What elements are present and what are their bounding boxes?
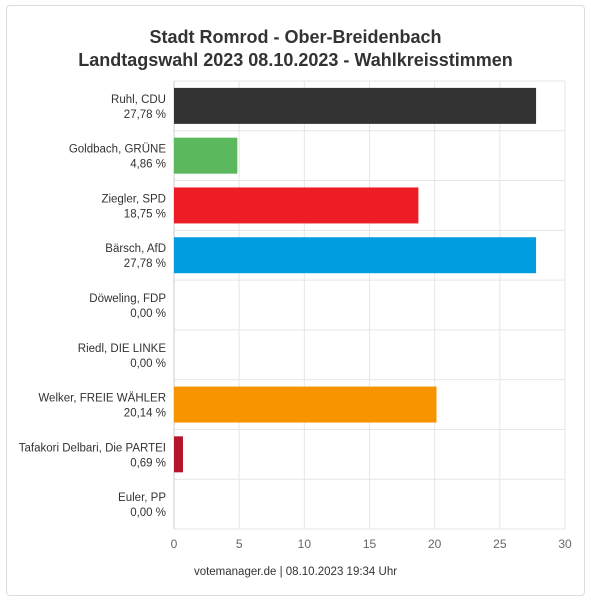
x-tick-label: 10 xyxy=(298,537,312,551)
value-label: 27,78 % xyxy=(124,258,166,270)
category-label: Döweling, FDP xyxy=(89,293,166,305)
chart-subtitle: Landtagswahl 2023 08.10.2023 - Wahlkreis… xyxy=(78,50,513,70)
x-tick-label: 20 xyxy=(428,537,442,551)
category-label: Bärsch, AfD xyxy=(105,243,166,255)
category-label: Riedl, DIE LINKE xyxy=(78,343,167,355)
category-label: Welker, FREIE WÄHLER xyxy=(38,393,166,405)
x-tick-label: 30 xyxy=(558,537,572,551)
value-label: 0,00 % xyxy=(130,308,166,320)
x-tick-label: 25 xyxy=(493,537,507,551)
bar xyxy=(174,187,419,224)
chart-footer: votemanager.de | 08.10.2023 19:34 Uhr xyxy=(193,566,398,578)
category-label: Ziegler, SPD xyxy=(101,193,166,205)
value-label: 0,00 % xyxy=(130,507,166,519)
category-label: Goldbach, GRÜNE xyxy=(69,144,166,156)
category-label: Ruhl, CDU xyxy=(111,94,166,106)
value-label: 18,75 % xyxy=(124,208,166,220)
category-label: Euler, PP xyxy=(118,492,166,504)
bar xyxy=(174,386,437,423)
bar xyxy=(174,87,537,124)
value-label: 0,69 % xyxy=(130,457,166,469)
x-tick-label: 5 xyxy=(236,537,243,551)
value-label: 27,78 % xyxy=(124,109,166,121)
bar xyxy=(174,436,183,473)
x-tick-label: 0 xyxy=(171,537,178,551)
bar xyxy=(174,237,537,274)
value-label: 20,14 % xyxy=(124,408,166,420)
value-label: 0,00 % xyxy=(130,358,166,370)
value-label: 4,86 % xyxy=(130,159,166,171)
bar xyxy=(174,137,238,174)
category-label: Tafakori Delbari, Die PARTEI xyxy=(19,442,166,454)
chart-title: Stadt Romrod - Ober-Breidenbach xyxy=(149,27,442,47)
x-tick-label: 15 xyxy=(363,537,377,551)
